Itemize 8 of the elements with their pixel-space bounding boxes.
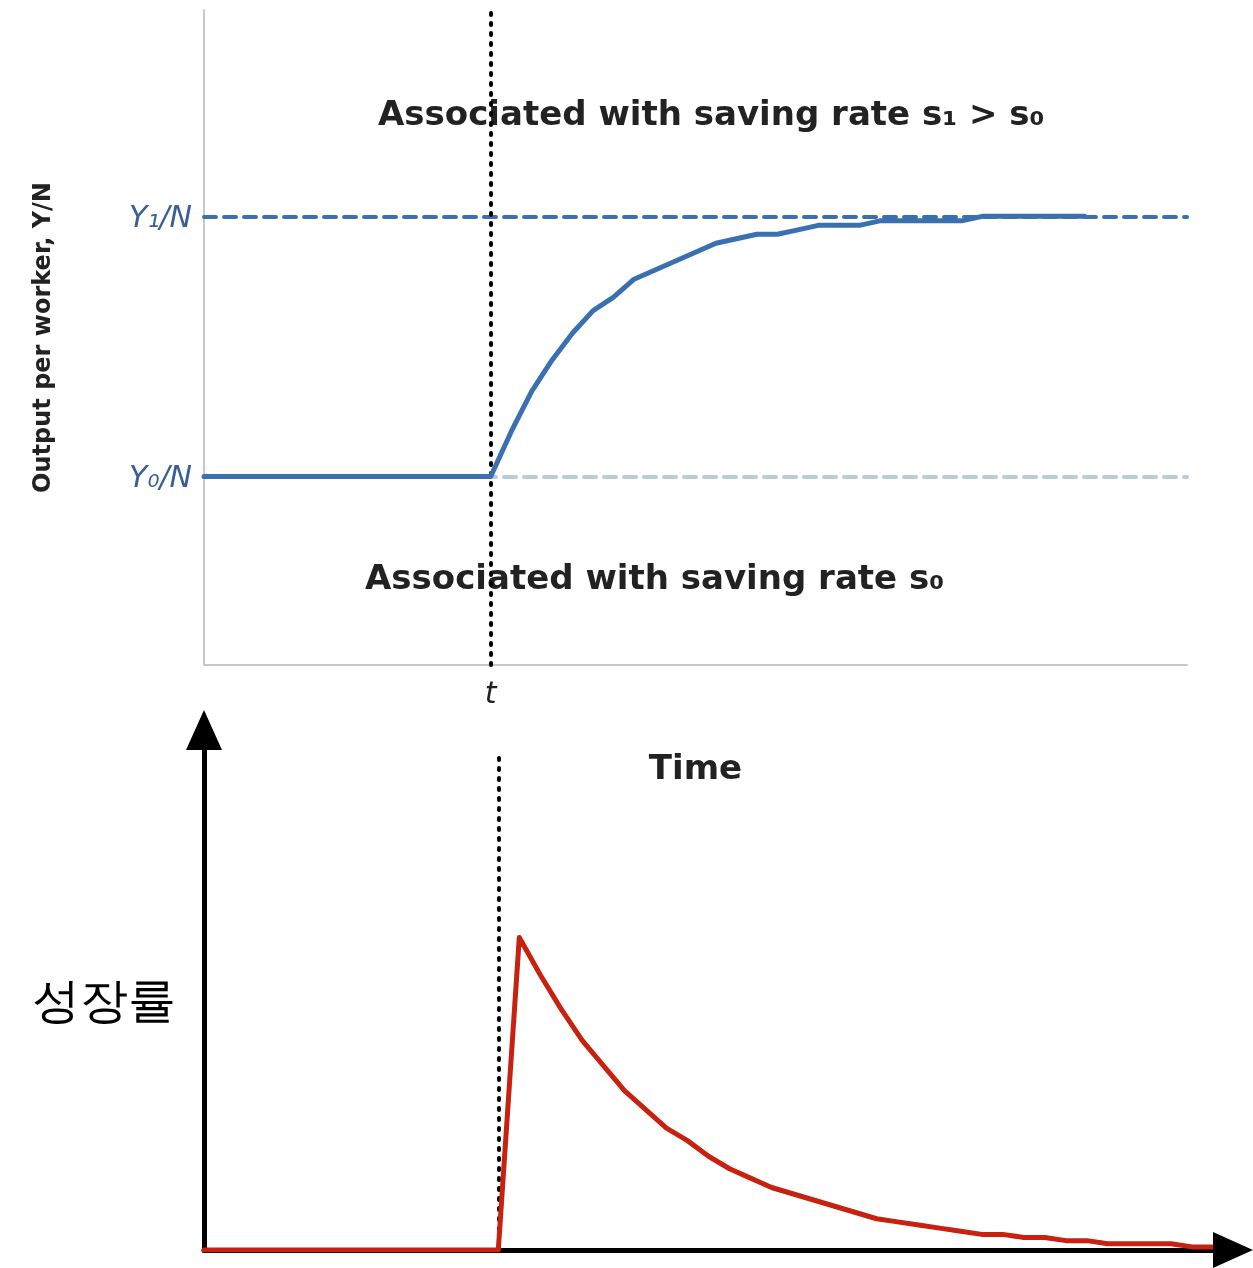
- text: t: [484, 674, 498, 710]
- ref-line-label: Y₀/N: [129, 459, 192, 495]
- annotation: Associated with saving rate s₀: [365, 557, 945, 597]
- y-axis-title: 성장률: [32, 972, 176, 1028]
- y-axis-title: Output per worker, Y/N: [28, 182, 56, 493]
- x-axis-title: Time: [648, 747, 743, 787]
- text: Associated with saving rate s₁ > s₀: [378, 93, 1045, 133]
- ref-line-label: Y₁/N: [129, 198, 192, 234]
